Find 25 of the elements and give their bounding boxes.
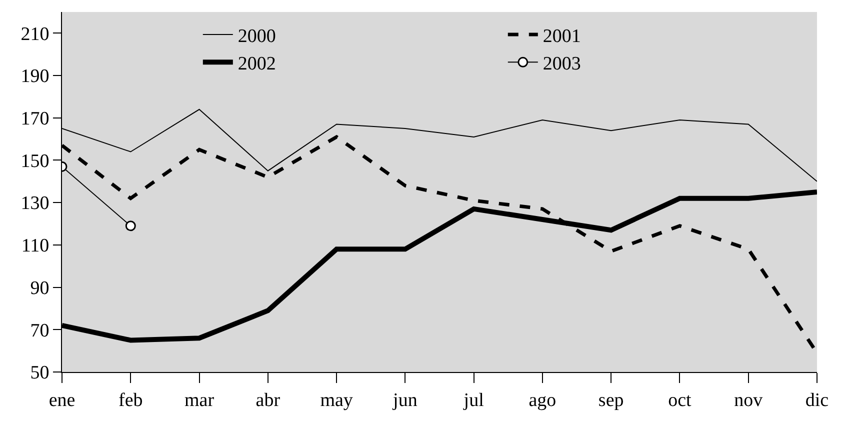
x-tick-label: sep [598,390,624,411]
y-tick-label: 210 [20,24,50,45]
y-tick-label: 110 [21,236,50,257]
x-tick-label: mar [184,390,215,411]
x-tick-label: jun [392,390,418,411]
legend-label: 2002 [238,54,276,75]
x-tick-label: oct [668,390,692,411]
y-tick-label: 130 [20,193,50,214]
x-tick-label: nov [734,390,764,411]
y-tick-label: 170 [20,108,50,130]
y-tick-label: 190 [20,66,50,88]
x-tick-label: ago [528,390,556,411]
legend-label: 2000 [238,26,276,47]
legend-label: 2003 [542,54,581,75]
x-tick-label: jul [462,390,484,411]
y-tick-label: 90 [30,278,50,299]
x-tick-label: feb [118,390,143,411]
y-tick-label: 70 [30,320,50,342]
x-tick-label: may [320,390,354,411]
y-tick-label: 50 [30,362,50,384]
x-tick-label: dic [805,390,829,411]
x-tick-label: ene [48,390,76,411]
x-tick-label: abr [256,390,281,411]
y-tick-label: 150 [20,150,50,172]
legend-label: 2001 [542,26,581,47]
